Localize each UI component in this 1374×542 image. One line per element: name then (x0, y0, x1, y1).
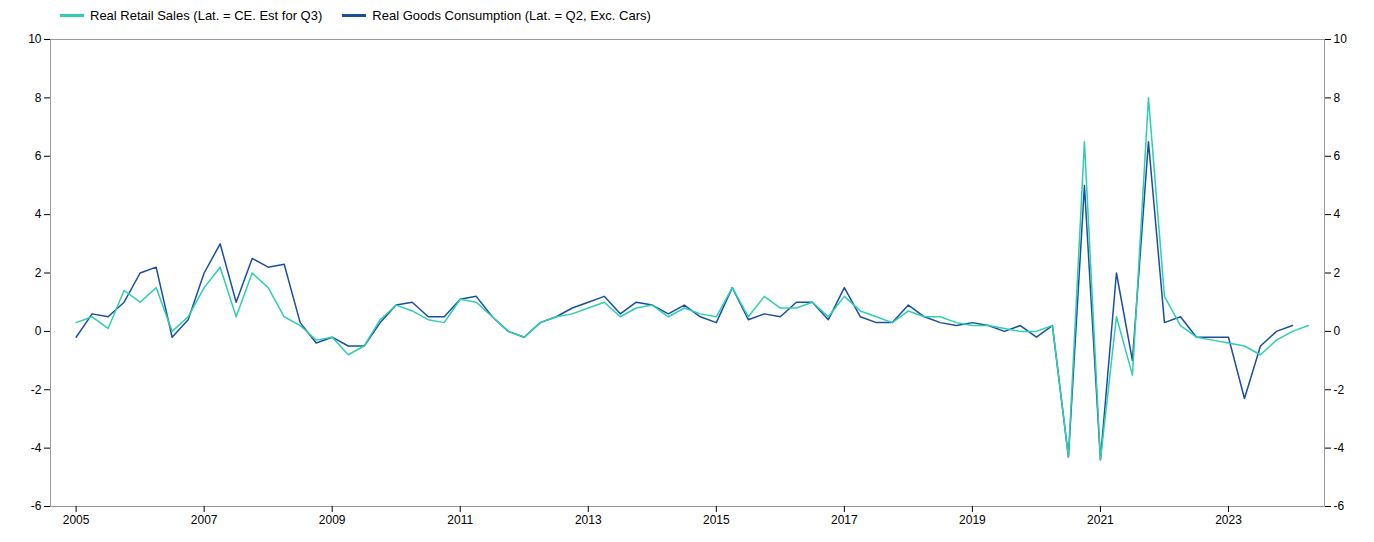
svg-text:2009: 2009 (319, 513, 346, 527)
svg-text:2017: 2017 (831, 513, 858, 527)
svg-text:2013: 2013 (575, 513, 602, 527)
svg-text:0: 0 (1334, 324, 1341, 338)
svg-text:-6: -6 (31, 499, 42, 513)
svg-text:-4: -4 (31, 441, 42, 455)
svg-text:2011: 2011 (447, 513, 473, 527)
svg-text:2005: 2005 (63, 513, 90, 527)
html-text:Real Goods Consumption (Lat. =: Real Goods Consumption (Lat. = Q2, Exc. … (372, 8, 651, 23)
svg-text:8: 8 (1334, 91, 1341, 105)
svg-text:10: 10 (28, 32, 42, 46)
svg-text:2023: 2023 (1215, 513, 1242, 527)
svg-text:6: 6 (1334, 149, 1341, 163)
svg-text:0: 0 (35, 324, 42, 338)
svg-text:8: 8 (35, 91, 42, 105)
svg-text:-6: -6 (1334, 499, 1345, 513)
svg-text:10: 10 (1334, 32, 1348, 46)
svg-text:2019: 2019 (959, 513, 986, 527)
svg-text:2007: 2007 (191, 513, 218, 527)
svg-text:-2: -2 (31, 383, 42, 397)
svg-text:2: 2 (1334, 266, 1341, 280)
svg-text:2015: 2015 (703, 513, 730, 527)
svg-text:4: 4 (35, 207, 42, 221)
html-text:Real Retail Sales (Lat. = CE.: Real Retail Sales (Lat. = CE. Est for Q3… (90, 8, 323, 23)
svg-text:2021: 2021 (1087, 513, 1114, 527)
svg-text:-4: -4 (1334, 441, 1345, 455)
svg-text:4: 4 (1334, 207, 1341, 221)
svg-text:2: 2 (35, 266, 42, 280)
svg-text:-2: -2 (1334, 383, 1345, 397)
svg-text:6: 6 (35, 149, 42, 163)
